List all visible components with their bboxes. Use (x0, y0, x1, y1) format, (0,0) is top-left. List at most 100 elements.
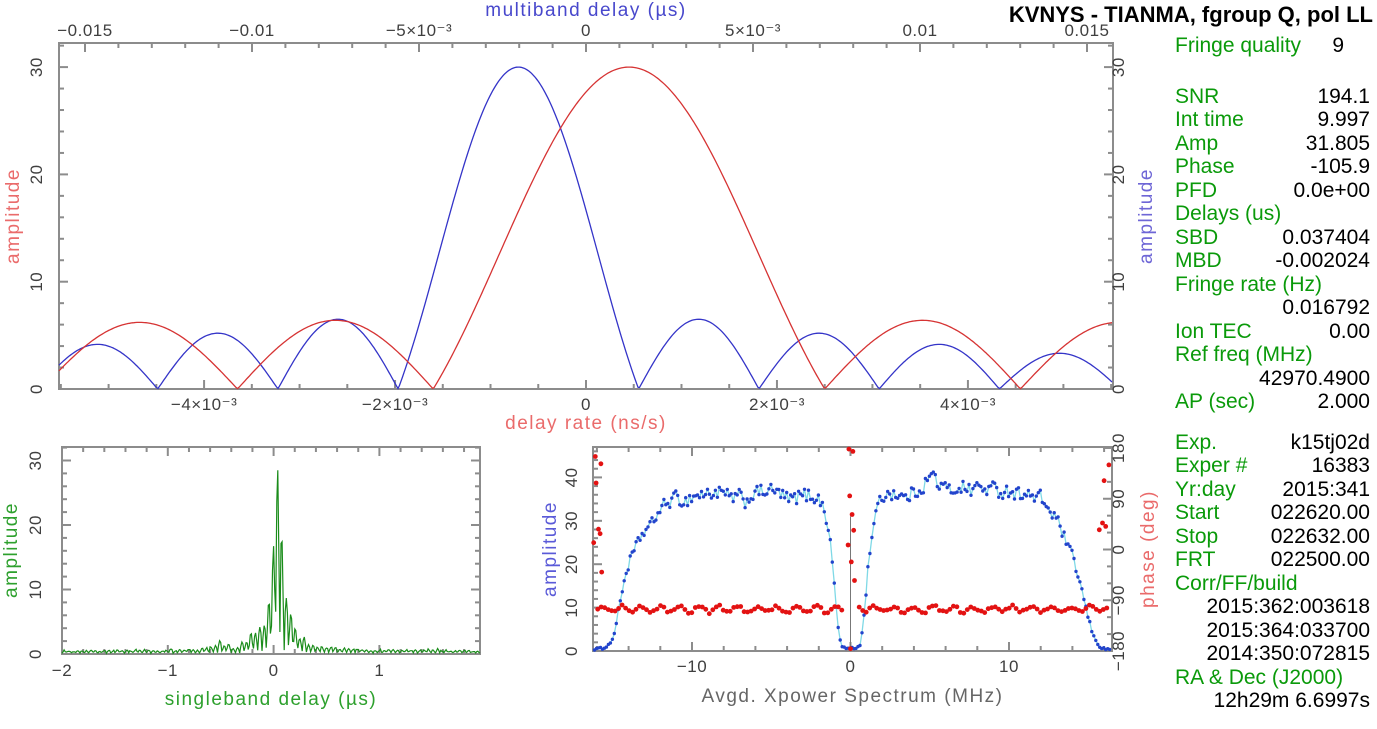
amplitude-point (711, 493, 716, 498)
phase-outlier-point (850, 449, 856, 454)
delay-rate-fringe-curve (58, 66, 1113, 390)
amplitude-point (907, 498, 912, 503)
amplitude-point (648, 520, 652, 524)
phase-point (1038, 610, 1043, 615)
amplitude-point (785, 490, 789, 495)
amplitude-point (713, 488, 718, 492)
info-row-value: -0.002024 (1275, 249, 1370, 272)
info-row-value: 194.1 (1317, 84, 1370, 108)
amplitude-point (1088, 619, 1092, 624)
info-row-label: Ref freq (MHz) (1175, 343, 1313, 366)
info-row-label: AP (sec) (1175, 390, 1256, 413)
phase-point (1104, 605, 1110, 611)
amplitude-point (751, 497, 755, 502)
amplitude-point (743, 506, 747, 510)
phase-point (916, 607, 921, 613)
amplitude-point (1086, 615, 1090, 619)
amplitude-point (662, 497, 666, 502)
amplitude-point (769, 482, 773, 487)
tick-label: 0 (1109, 545, 1128, 555)
phase-outlier-point (599, 569, 605, 575)
amplitude-point (737, 487, 741, 492)
amplitude-point (620, 590, 624, 594)
amplitude-point (1080, 587, 1084, 591)
amplitude-point (961, 479, 965, 484)
amplitude-point (804, 499, 809, 503)
phase-point (1045, 606, 1050, 612)
amplitude-point (802, 487, 807, 491)
amplitude-point (701, 495, 706, 499)
phase-point (741, 609, 747, 615)
phase-outlier-point (851, 527, 857, 533)
tick-label: −1 (158, 661, 178, 680)
phase-point (825, 610, 831, 616)
amplitude-point (684, 496, 688, 500)
amplitude-point (796, 489, 801, 493)
info-row: 42970.4900 (1130, 367, 1370, 391)
info-row: Fringe rate (Hz) (1130, 273, 1370, 297)
amplitude-point (830, 560, 834, 564)
amplitude-point (903, 493, 908, 497)
phase-point (808, 608, 813, 614)
amplitude-point (676, 493, 680, 498)
phase-point (821, 610, 827, 616)
info-row: PFD 0.0e+00 (1130, 179, 1370, 203)
phase-point (1093, 607, 1099, 612)
phase-point (797, 605, 803, 610)
phase-outlier-point (597, 531, 603, 537)
amplitude-point (896, 496, 900, 500)
amplitude-point (1078, 580, 1082, 584)
phase-point (595, 606, 601, 612)
amplitude-point (993, 481, 997, 485)
amplitude-point (820, 500, 825, 505)
amplitude-point (668, 505, 672, 510)
amplitude-point (872, 521, 876, 526)
phase-point (1031, 604, 1036, 609)
amplitude-point (612, 631, 616, 636)
amplitude-point (812, 501, 817, 505)
info-black-line: 2014:350:072815 (1206, 642, 1371, 665)
left-amplitude-axis-title: amplitude (3, 168, 24, 264)
amplitude-point (1004, 484, 1009, 488)
amplitude-point (632, 549, 636, 553)
amplitude-point (868, 551, 872, 556)
tick-label: 5×10⁻³ (725, 21, 781, 40)
tick-label: 40 (562, 467, 581, 487)
amplitude-point (705, 487, 710, 491)
amplitude-point (870, 535, 874, 540)
info-row: Phase -105.9 (1130, 155, 1370, 179)
phase-point (856, 604, 862, 610)
amplitude-point (689, 499, 694, 504)
info-row: AP (sec) 2.000 (1130, 390, 1370, 414)
phase-point (804, 609, 810, 614)
tick-label: 30 (26, 451, 45, 471)
amplitude-point (739, 490, 743, 494)
amplitude-point (892, 489, 896, 493)
phase-point (818, 605, 824, 610)
info-row: Exper # 16383 (1130, 454, 1370, 478)
amplitude-point (1072, 556, 1076, 561)
amplitude-point (1012, 497, 1017, 501)
info-row: Ion TEC 0.00 (1130, 320, 1370, 344)
amplitude-point (1048, 510, 1052, 514)
plot-frame (592, 446, 1113, 652)
amplitude-point (1058, 524, 1062, 528)
amplitude-point (1107, 647, 1112, 652)
phase-point (867, 605, 873, 611)
amplitude-point (753, 489, 757, 493)
amplitude-point (747, 500, 751, 504)
amplitude-point (1042, 502, 1047, 506)
info-row-label: Delays (us) (1175, 202, 1282, 225)
phase-point (835, 604, 841, 610)
info-row-value: 022500.00 (1270, 548, 1370, 571)
amplitude-point (878, 494, 882, 499)
phase-point (773, 603, 778, 609)
info-row-value: 31.805 (1305, 131, 1370, 155)
info-row-label: Int time (1175, 108, 1244, 131)
info-row: RA & Dec (J2000) (1130, 666, 1370, 690)
tick-label: 0 (27, 384, 46, 394)
amplitude-point (1096, 642, 1100, 647)
phase-outlier-point (846, 446, 852, 452)
amplitude-point (1076, 575, 1080, 579)
phase-point (661, 604, 667, 610)
